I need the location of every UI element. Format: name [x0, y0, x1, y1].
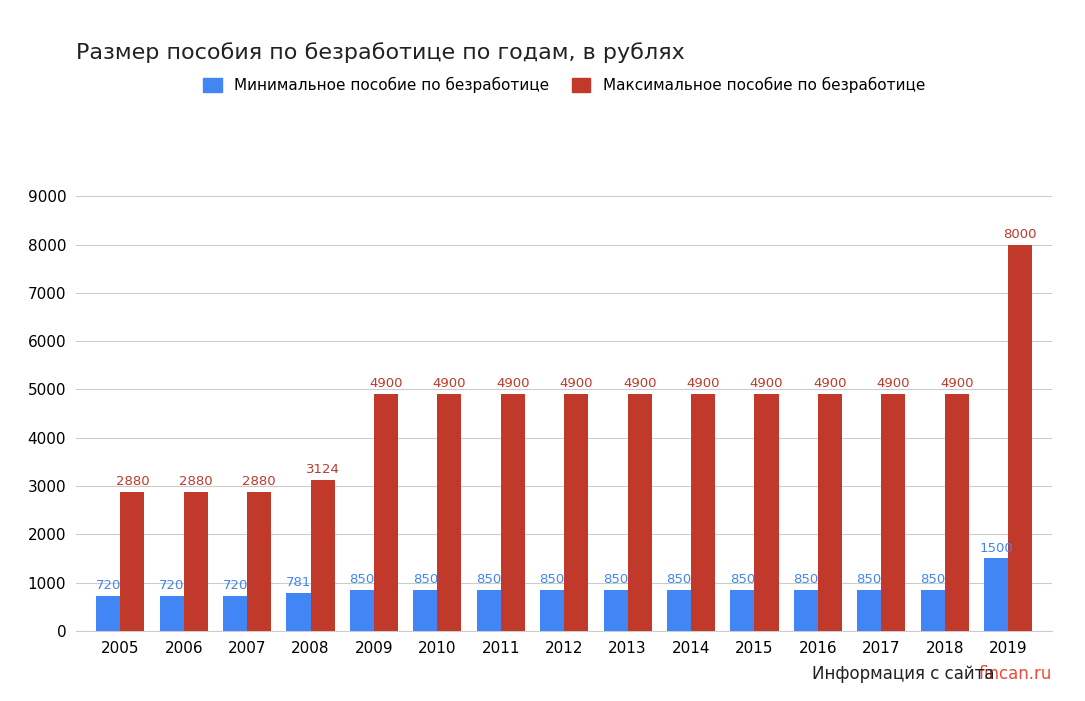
Text: 2880: 2880: [179, 475, 213, 488]
Bar: [564, 394, 588, 631]
Text: 720: 720: [222, 579, 247, 592]
Text: 850: 850: [666, 573, 691, 586]
Text: 850: 850: [539, 573, 565, 586]
Text: 8000: 8000: [1004, 228, 1037, 240]
Bar: [920, 590, 945, 631]
Text: 1500: 1500: [979, 542, 1013, 554]
Bar: [374, 394, 398, 631]
Text: Размер пособия по безработице по годам, в рублях: Размер пособия по безработице по годам, …: [76, 42, 685, 63]
Bar: [984, 559, 1008, 631]
Bar: [1008, 245, 1032, 631]
Text: 4900: 4900: [369, 377, 403, 390]
Text: 850: 850: [920, 573, 945, 586]
Text: 4900: 4900: [813, 377, 846, 390]
Text: 4900: 4900: [687, 377, 719, 390]
Bar: [818, 394, 842, 631]
Bar: [754, 394, 779, 631]
Text: 850: 850: [349, 573, 374, 586]
Text: 3124: 3124: [306, 463, 340, 476]
Text: Информация с сайта: Информация с сайта: [812, 665, 999, 683]
Bar: [247, 492, 271, 631]
Text: 720: 720: [95, 579, 120, 592]
Bar: [794, 590, 818, 631]
Bar: [224, 596, 247, 631]
Bar: [476, 590, 501, 631]
Bar: [349, 590, 374, 631]
Bar: [691, 394, 715, 631]
Bar: [310, 480, 334, 631]
Bar: [857, 590, 881, 631]
Bar: [667, 590, 691, 631]
Bar: [730, 590, 754, 631]
Text: 2880: 2880: [242, 475, 276, 488]
Text: 720: 720: [159, 579, 184, 592]
Bar: [437, 394, 461, 631]
Text: 4900: 4900: [877, 377, 910, 390]
Legend: Минимальное пособие по безработице, Максимальное пособие по безработице: Минимальное пособие по безработице, Макс…: [203, 77, 926, 93]
Bar: [881, 394, 905, 631]
Text: fincan.ru: fincan.ru: [979, 665, 1052, 683]
Bar: [286, 593, 310, 631]
Bar: [97, 596, 120, 631]
Bar: [120, 492, 144, 631]
Bar: [159, 596, 183, 631]
Text: 4900: 4900: [433, 377, 467, 390]
Text: 4900: 4900: [750, 377, 783, 390]
Text: 850: 850: [412, 573, 438, 586]
Text: 850: 850: [730, 573, 755, 586]
Text: 4900: 4900: [940, 377, 973, 390]
Text: 850: 850: [793, 573, 818, 586]
Bar: [183, 492, 208, 631]
Bar: [603, 590, 627, 631]
Text: 850: 850: [603, 573, 628, 586]
Text: 781: 781: [285, 576, 311, 590]
Text: 4900: 4900: [560, 377, 593, 390]
Bar: [945, 394, 969, 631]
Text: 4900: 4900: [623, 377, 656, 390]
Bar: [627, 394, 652, 631]
Bar: [540, 590, 564, 631]
Bar: [413, 590, 437, 631]
Text: 2880: 2880: [116, 475, 150, 488]
Bar: [501, 394, 525, 631]
Text: 4900: 4900: [496, 377, 529, 390]
Text: 850: 850: [476, 573, 501, 586]
Text: 850: 850: [856, 573, 882, 586]
